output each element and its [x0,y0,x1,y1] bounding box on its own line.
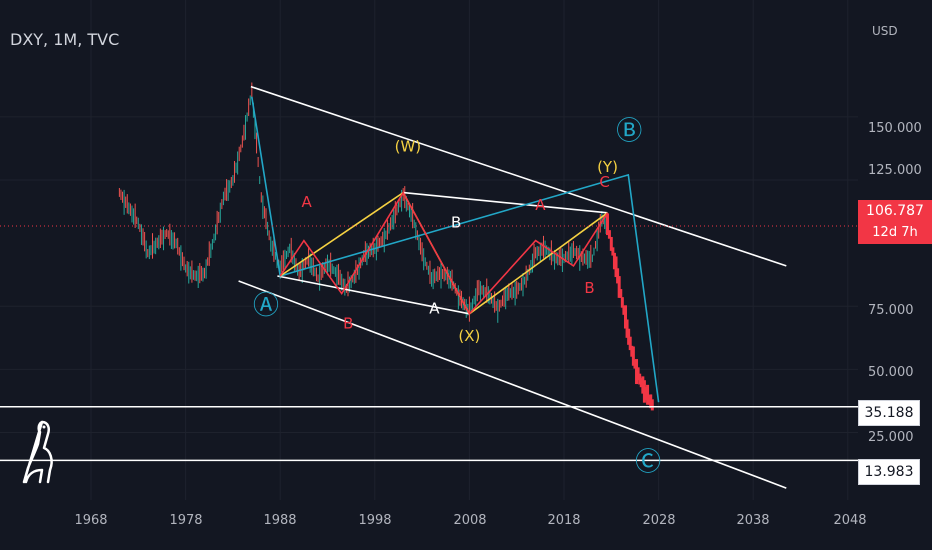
y-tick-label: 125.000 [868,163,922,178]
y-tick-label: 50.000 [868,365,914,380]
x-tick-label: 2048 [833,513,867,528]
wave-label: Ⓐ [253,291,279,321]
wave-label: (X) [458,327,480,345]
x-tick-label: 1998 [358,513,392,528]
trendline [279,190,609,316]
wave-label: Ⓒ [635,447,661,477]
trendline [251,96,660,403]
x-tick-label: 1978 [169,513,203,528]
x-tick-label: 2038 [736,513,770,528]
level-label: 13.983 [858,459,920,485]
wave-label: (W) [395,138,422,156]
trendline [403,191,608,214]
y-tick-label: 25.000 [868,430,914,445]
wave-label: A [535,196,546,214]
wave-label: A [429,299,440,317]
wave-label: (Y) [597,158,618,176]
trendline [238,280,787,489]
trendline [250,85,787,267]
tradingview-logo-icon [22,420,53,484]
y-tick-label: 75.000 [868,303,914,318]
level-label: 35.188 [858,400,920,426]
currency-label: USD [872,24,898,38]
countdown-label: 12d 7h [858,222,932,244]
wave-label: B [343,314,353,332]
x-tick-label: 2018 [547,513,581,528]
trendline [277,275,470,315]
x-tick-label: 2028 [642,513,676,528]
trendline [279,191,608,315]
wave-label: Ⓑ [616,117,642,147]
wave-label: A [302,193,313,211]
symbol-title: DXY, 1M, TVC [10,30,120,49]
current-price-label: 106.787 [858,200,932,222]
x-tick-label: 1968 [74,513,108,528]
wave-label: C [599,173,609,191]
wave-label: B [451,213,461,231]
wave-label: B [584,279,594,297]
x-tick-label: 1988 [263,513,297,528]
y-tick-label: 150.000 [868,121,922,136]
x-tick-label: 2008 [453,513,487,528]
